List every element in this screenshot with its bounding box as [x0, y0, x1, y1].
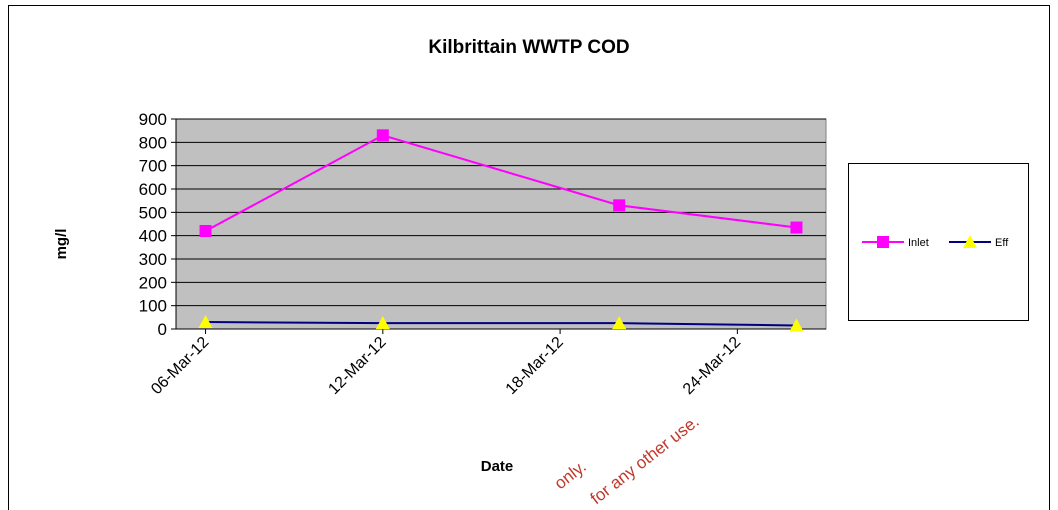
y-tick-label: 500: [139, 203, 167, 222]
legend-label: Eff: [995, 237, 1009, 249]
chart-title: Kilbrittain WWTP COD: [428, 37, 629, 58]
y-axis-label: mg/l: [53, 229, 70, 260]
marker: [963, 235, 977, 248]
series-line: [205, 134, 797, 232]
marker: [790, 221, 803, 234]
y-tick-label: 600: [139, 180, 167, 199]
marker: [375, 316, 390, 330]
x-axis-label: Date: [481, 458, 514, 475]
y-tick-label: 800: [139, 133, 167, 152]
marker: [376, 129, 389, 142]
marker: [613, 199, 626, 212]
y-tick-label: 300: [139, 250, 167, 269]
series-line: [205, 321, 797, 327]
y-tick-label: 100: [139, 297, 167, 316]
y-tick-label: 0: [158, 320, 167, 339]
marker: [199, 225, 212, 237]
marker: [877, 236, 889, 248]
marker: [789, 318, 804, 332]
legend-label: Inlet: [908, 237, 929, 249]
legend-box: [848, 163, 1029, 321]
y-tick-label: 400: [139, 227, 167, 246]
plot-area: [175, 118, 827, 330]
y-tick-label: 700: [139, 157, 167, 176]
marker: [612, 316, 627, 330]
y-tick-label: 900: [139, 110, 167, 129]
y-tick-label: 200: [139, 273, 167, 292]
marker: [198, 315, 213, 328]
